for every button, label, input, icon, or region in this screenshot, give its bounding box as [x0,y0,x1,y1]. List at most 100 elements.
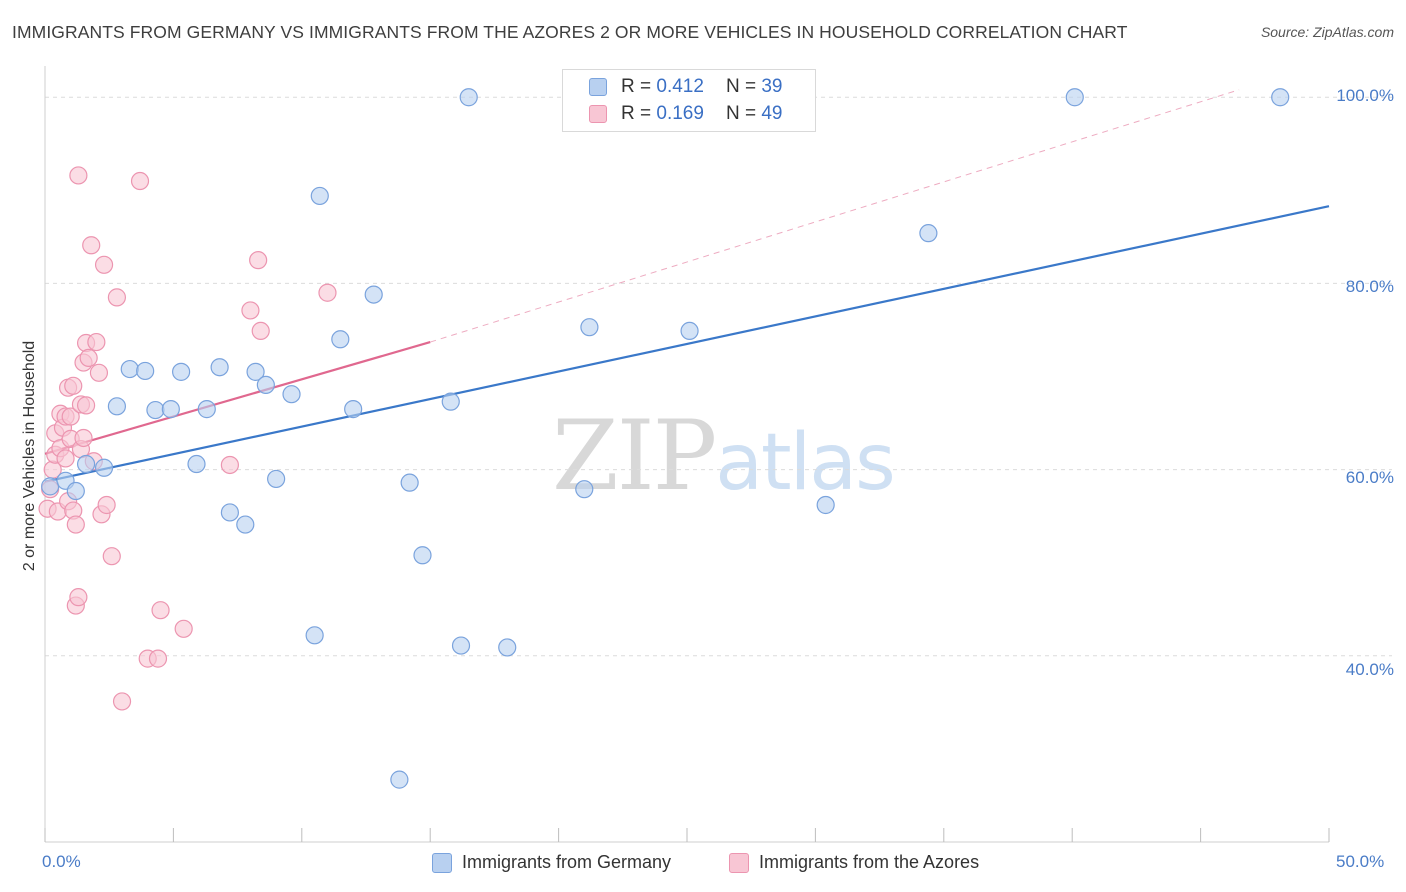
germany-point [120,359,139,379]
germany-point [107,397,127,416]
azores-point [251,321,270,341]
germany-point [197,400,216,419]
chart-title: IMMIGRANTS FROM GERMANY VS IMMIGRANTS FR… [12,22,1128,42]
germany-point [498,638,517,657]
legend-row-germany: R = 0.412 N = 39 [589,76,782,98]
azores-point [112,692,132,711]
azores-swatch [589,105,607,123]
germany-point [310,186,329,206]
germany-point [187,454,206,474]
azores-swatch [729,852,749,873]
azores-point [241,301,260,320]
azores-point [97,495,116,515]
germany-point [400,473,419,492]
y-tick-label: 100.0% [1336,86,1394,105]
germany-point [331,330,350,349]
legend-label: Immigrants from Germany [462,852,672,872]
germany-point [451,636,471,655]
germany-point [344,400,363,419]
germany-point [94,458,114,477]
azores-point [69,588,88,607]
germany-point [364,285,383,304]
azores-point [174,619,193,638]
azores-point [87,332,106,352]
azores-point [94,255,114,274]
germany-point [390,770,409,789]
azores-point [148,649,168,668]
azores-point [151,601,170,620]
y-tick-label: 80.0% [1345,277,1394,296]
germany-point [919,224,938,243]
r-value: 0.169 [656,103,704,124]
y-axis-label: 2 or more Vehicles in Household [21,340,38,572]
azores-trend-extension [430,89,1240,343]
azores-point [102,547,121,566]
axes [44,66,1330,843]
germany-point [1065,88,1084,107]
x-tick-label: 50.0% [1336,852,1385,871]
germany-point [441,392,460,411]
azores-point [130,171,150,191]
azores-point [249,251,268,270]
r-label: R = [621,103,652,124]
legend-item-germany[interactable]: Immigrants from Germany [432,852,671,873]
germany-point [580,318,599,337]
germany-point [246,362,265,381]
azores-point [76,396,96,415]
grid-lines [45,96,1392,657]
x-tick-label: 0.0% [42,852,81,871]
germany-point [575,480,594,499]
azores-point [82,236,101,255]
germany-points [41,88,1290,789]
germany-point [136,361,155,381]
azores-point [56,449,75,468]
azores-points [38,166,337,711]
azores-point [79,348,98,368]
germany-point [413,546,432,565]
germany-point [220,503,239,522]
azores-point [89,363,109,382]
germany-point [146,400,165,420]
y-tick-label: 60.0% [1345,468,1394,487]
watermark-atlas: atlas [715,418,895,508]
germany-point [1271,88,1290,107]
germany-point [76,454,96,474]
legend-item-azores[interactable]: Immigrants from the Azores [729,852,979,873]
azores-point [107,288,127,307]
azores-point [318,283,337,302]
n-label: N = [725,76,757,97]
r-label: R = [621,76,652,97]
germany-point [282,385,301,404]
r-value: 0.412 [656,76,704,97]
germany-swatch [589,78,607,96]
germany-point [210,358,229,377]
germany-point [172,362,191,381]
azores-point [74,428,93,448]
germany-point [680,321,699,341]
germany-point [41,477,60,496]
n-value: 49 [761,103,783,124]
germany-trend-line [44,205,1330,483]
legend-label: Immigrants from the Azores [759,852,980,872]
trend-lines [44,89,1330,483]
azores-point [66,515,85,534]
germany-point [459,88,478,107]
germany-point [66,481,85,501]
germany-swatch [432,852,452,873]
germany-point [161,400,180,419]
y-tick-label: 40.0% [1345,660,1394,679]
germany-point [256,375,275,395]
source-label: Source: ZipAtlas.com [1260,24,1394,40]
legend-row-azores: R = 0.169 N = 49 [589,103,782,125]
n-value: 39 [761,76,783,97]
azores-point [64,376,83,395]
n-label: N = [725,103,757,124]
azores-trend-line [44,341,431,455]
germany-point [305,626,324,645]
germany-point [236,515,255,534]
germany-point [816,495,835,515]
germany-point [267,469,286,489]
azores-point [220,455,239,475]
correlation-legend: R = 0.412 N = 39 R = 0.169 N = 49 [562,69,816,132]
